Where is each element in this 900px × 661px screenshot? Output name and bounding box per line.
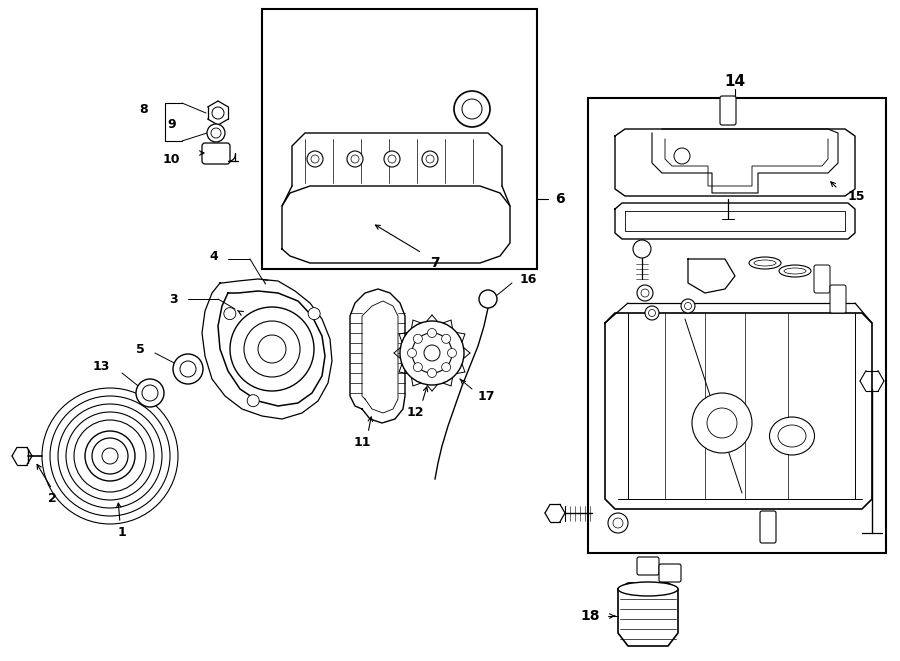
Circle shape (384, 151, 400, 167)
Circle shape (212, 107, 224, 119)
Bar (588, 98, 886, 553)
Circle shape (180, 361, 196, 377)
Circle shape (400, 321, 464, 385)
Circle shape (637, 285, 653, 301)
Circle shape (224, 307, 236, 320)
Circle shape (42, 388, 178, 524)
Circle shape (454, 91, 490, 127)
Circle shape (613, 518, 623, 528)
Circle shape (424, 345, 440, 361)
Circle shape (173, 354, 203, 384)
Circle shape (207, 124, 225, 142)
Circle shape (428, 329, 436, 338)
Circle shape (685, 303, 691, 309)
Text: 5: 5 (136, 342, 145, 356)
Circle shape (422, 151, 438, 167)
Circle shape (674, 148, 690, 164)
Circle shape (641, 289, 649, 297)
Circle shape (442, 334, 451, 343)
FancyBboxPatch shape (830, 285, 846, 313)
Ellipse shape (618, 582, 678, 596)
Text: 11: 11 (353, 436, 371, 449)
Circle shape (426, 155, 434, 163)
Ellipse shape (749, 257, 781, 269)
Text: 15: 15 (848, 190, 866, 202)
Text: 16: 16 (520, 272, 537, 286)
Circle shape (74, 420, 146, 492)
FancyBboxPatch shape (202, 143, 230, 164)
Circle shape (142, 385, 158, 401)
Circle shape (447, 348, 456, 358)
Circle shape (258, 335, 286, 363)
Circle shape (85, 431, 135, 481)
Circle shape (645, 306, 659, 320)
Text: 4: 4 (210, 249, 218, 262)
Circle shape (308, 307, 320, 320)
Text: 8: 8 (140, 102, 148, 116)
Circle shape (102, 448, 118, 464)
Bar (262, 9, 537, 269)
Ellipse shape (754, 260, 776, 266)
Circle shape (307, 151, 323, 167)
Ellipse shape (778, 425, 806, 447)
Text: 12: 12 (406, 407, 424, 420)
Circle shape (633, 240, 651, 258)
Circle shape (347, 151, 363, 167)
Circle shape (649, 309, 655, 317)
Text: 3: 3 (169, 293, 178, 305)
Circle shape (244, 321, 300, 377)
FancyBboxPatch shape (637, 557, 659, 575)
Circle shape (707, 408, 737, 438)
Text: 13: 13 (93, 360, 110, 373)
Circle shape (248, 395, 259, 407)
Circle shape (412, 333, 452, 373)
Text: 7: 7 (430, 256, 440, 270)
Circle shape (388, 155, 396, 163)
Text: 2: 2 (48, 492, 57, 506)
Circle shape (442, 363, 451, 371)
Circle shape (230, 307, 314, 391)
Circle shape (58, 404, 162, 508)
Circle shape (462, 99, 482, 119)
Circle shape (408, 348, 417, 358)
Circle shape (311, 155, 319, 163)
Circle shape (692, 393, 752, 453)
Circle shape (351, 155, 359, 163)
Circle shape (608, 513, 628, 533)
FancyBboxPatch shape (760, 511, 776, 543)
FancyBboxPatch shape (659, 564, 681, 582)
Circle shape (136, 379, 164, 407)
Text: 6: 6 (555, 192, 564, 206)
Circle shape (66, 412, 154, 500)
Text: 18: 18 (580, 609, 600, 623)
Text: 17: 17 (478, 389, 496, 403)
Circle shape (428, 368, 436, 377)
Ellipse shape (779, 265, 811, 277)
FancyBboxPatch shape (720, 96, 736, 125)
Text: 10: 10 (163, 153, 180, 165)
Text: 14: 14 (724, 73, 745, 89)
Text: 9: 9 (167, 118, 176, 130)
Circle shape (92, 438, 128, 474)
Circle shape (413, 334, 422, 343)
Circle shape (479, 290, 497, 308)
Ellipse shape (770, 417, 814, 455)
Circle shape (413, 363, 422, 371)
FancyBboxPatch shape (814, 265, 830, 293)
Ellipse shape (784, 268, 806, 274)
Circle shape (211, 128, 221, 138)
Text: 1: 1 (118, 527, 126, 539)
Circle shape (681, 299, 695, 313)
Circle shape (50, 396, 170, 516)
